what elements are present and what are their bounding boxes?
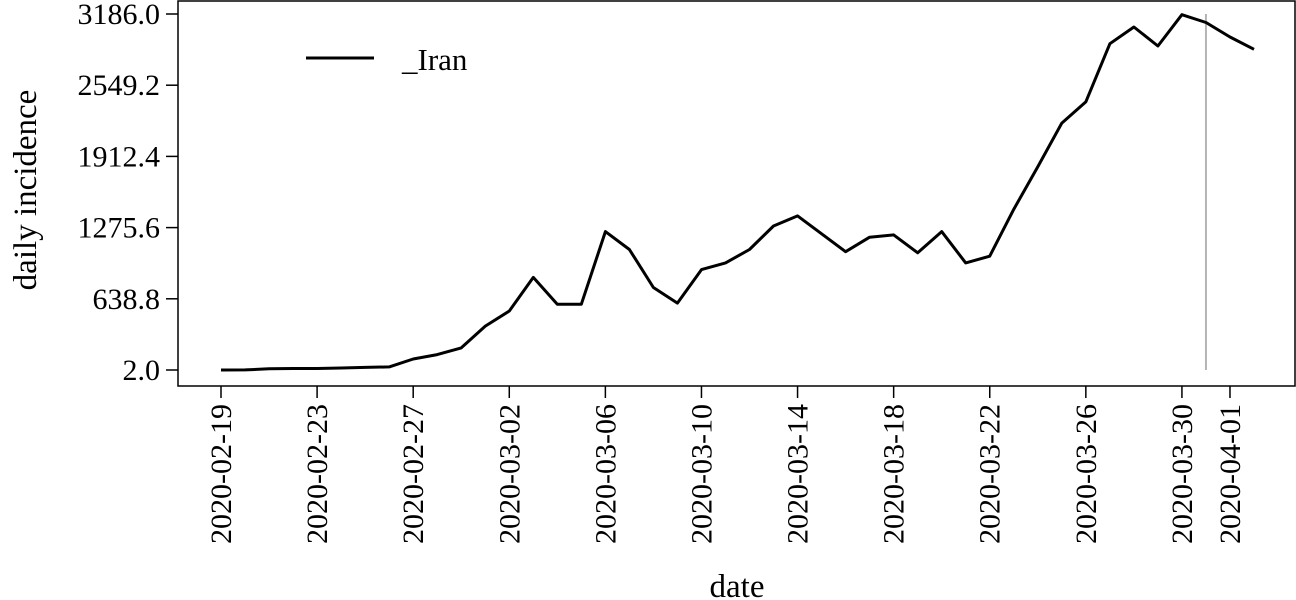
series-line-iran: [220, 13, 1255, 372]
x-tick-label: 2020-03-30: [1166, 404, 1199, 544]
x-tick-label: 2020-02-19: [205, 404, 238, 544]
y-tick-label: 2.0: [123, 354, 161, 387]
x-tick-label: 2020-03-06: [589, 404, 622, 544]
x-tick-label: 2020-03-18: [878, 404, 911, 544]
x-tick-label: 2020-03-22: [974, 404, 1007, 544]
x-axis-title: date: [710, 569, 765, 600]
y-tick-label: 638.8: [93, 283, 161, 316]
x-tick-label: 2020-03-02: [493, 404, 526, 544]
x-tick-label: 2020-02-27: [397, 404, 430, 544]
x-tick-label: 2020-03-10: [685, 404, 718, 544]
y-tick-label: 1275.6: [78, 212, 161, 245]
y-axis: 2.0 638.8 1275.6 1912.4 2549.2 3186.0: [78, 0, 178, 387]
y-tick-label: 3186.0: [78, 0, 161, 31]
legend: _Iran: [306, 42, 468, 77]
x-tick-label: 2020-03-26: [1070, 404, 1103, 544]
x-axis: 2020-02-19 2020-02-23 2020-02-27 2020-03-02…: [205, 386, 1247, 544]
y-axis-title: daily incidence: [8, 90, 44, 291]
plot-frame: [177, 0, 1296, 387]
x-tick-label: 2020-04-01: [1214, 404, 1247, 544]
legend-label-iran: _Iran: [401, 42, 468, 77]
x-tick-label: 2020-02-23: [301, 404, 334, 544]
y-tick-label: 1912.4: [78, 140, 161, 173]
x-tick-label: 2020-03-14: [782, 404, 815, 544]
y-tick-label: 2549.2: [78, 69, 161, 102]
series-layer: [220, 13, 1255, 372]
